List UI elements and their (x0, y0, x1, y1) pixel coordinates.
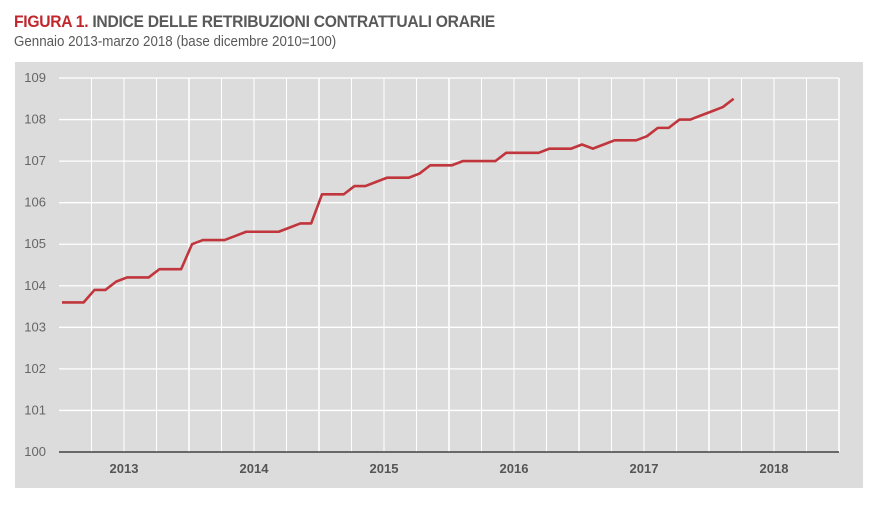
y-tick-label: 102 (24, 361, 46, 376)
x-tick-label: 2016 (500, 461, 529, 476)
x-tick-label: 2018 (760, 461, 789, 476)
y-tick-label: 104 (24, 278, 46, 293)
x-tick-label: 2013 (110, 461, 139, 476)
y-tick-label: 105 (24, 236, 46, 251)
y-tick-label: 103 (24, 319, 46, 334)
x-tick-label: 2014 (240, 461, 270, 476)
figure-number: FIGURA 1. (14, 12, 89, 31)
x-tick-label: 2015 (370, 461, 399, 476)
y-tick-label: 101 (24, 402, 46, 417)
figure-title: FIGURA 1. INDICE DELLE RETRIBUZIONI CONT… (14, 12, 495, 32)
y-tick-label: 109 (24, 70, 46, 85)
y-tick-label: 100 (24, 444, 46, 459)
figure-subtitle: Gennaio 2013-marzo 2018 (base dicembre 2… (14, 34, 337, 50)
series-line (62, 97, 735, 304)
x-tick-label: 2017 (630, 461, 659, 476)
y-tick-label: 106 (24, 195, 46, 210)
figure-title-text: INDICE DELLE RETRIBUZIONI CONTRATTUALI O… (92, 12, 495, 31)
y-tick-label: 107 (24, 153, 46, 168)
y-tick-label: 108 (24, 112, 46, 127)
